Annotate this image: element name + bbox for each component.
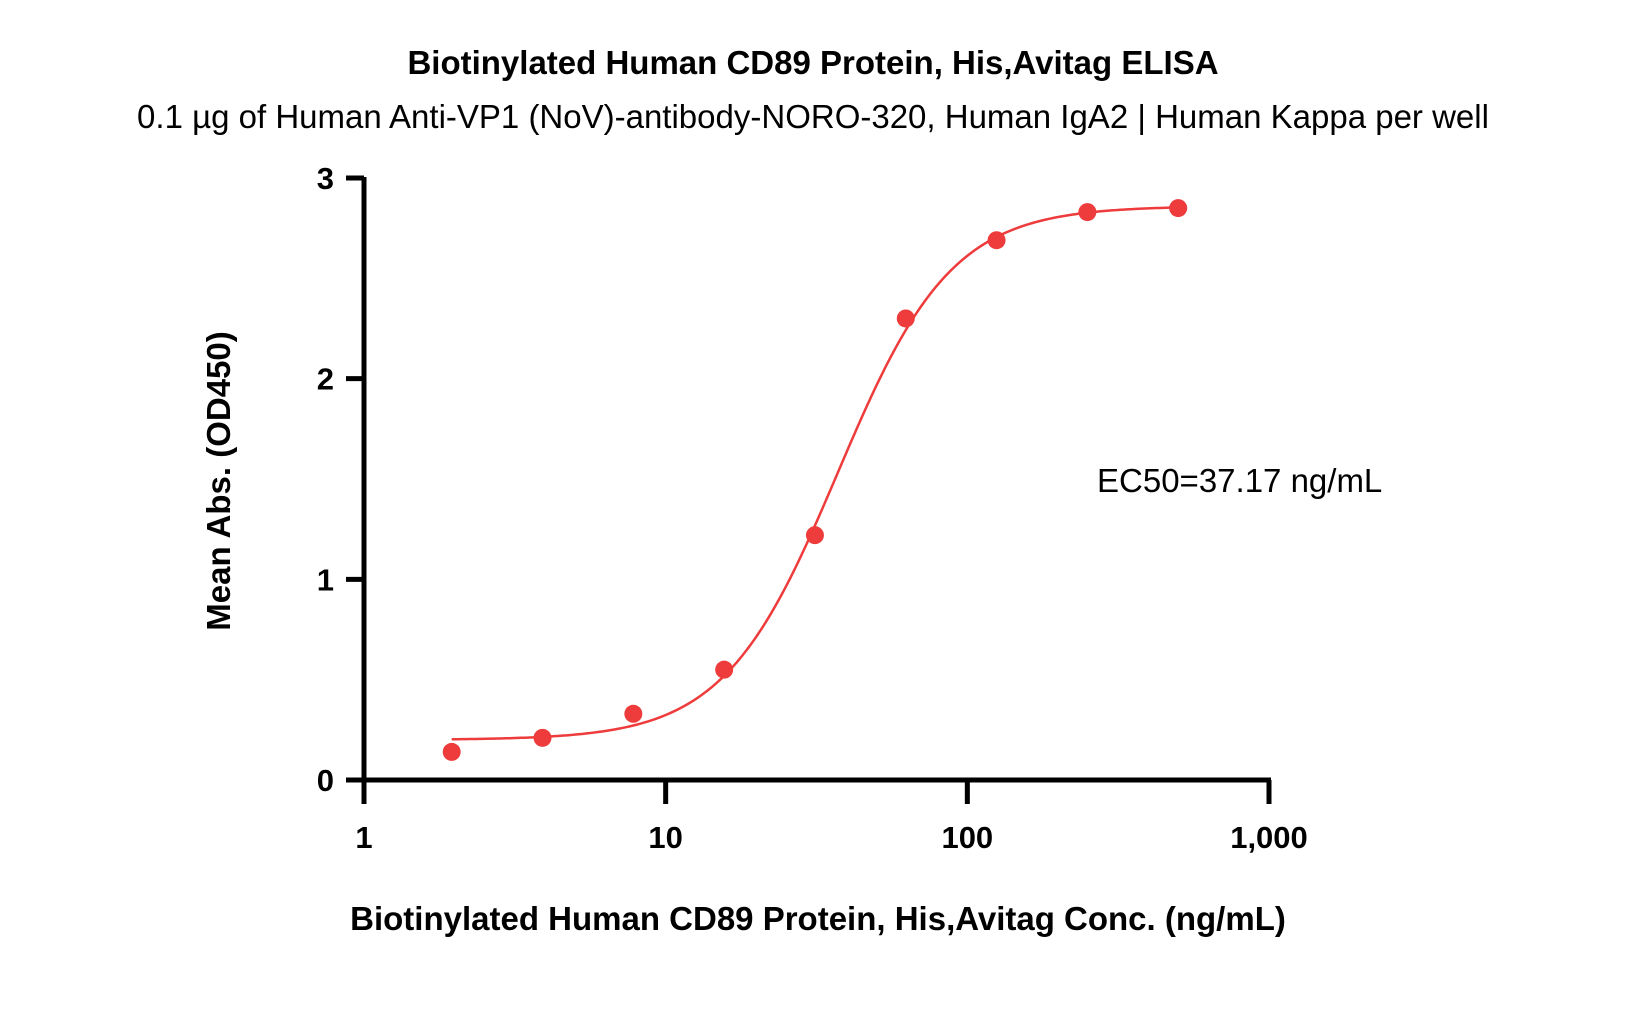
x-tick-label: 100 — [941, 820, 993, 855]
x-tick-label: 1,000 — [1230, 820, 1308, 855]
x-tick-label: 1 — [355, 820, 372, 855]
y-tick-label: 2 — [317, 362, 334, 397]
x-axis-title: Biotinylated Human CD89 Protein, His,Avi… — [350, 900, 1286, 937]
y-axis-title: Mean Abs. (OD450) — [200, 331, 237, 631]
data-point — [533, 728, 552, 747]
data-point — [805, 526, 824, 545]
data-point — [442, 742, 461, 761]
data-points — [442, 199, 1188, 761]
y-tick-label: 1 — [317, 562, 334, 597]
y-tick-label: 3 — [317, 161, 334, 196]
y-tick-label: 0 — [317, 763, 334, 798]
ec50-annotation: EC50=37.17 ng/mL — [1097, 462, 1382, 499]
data-point — [896, 309, 915, 328]
fit-curve-layer — [451, 206, 1179, 741]
fit-curve — [451, 206, 1179, 741]
data-point — [1169, 199, 1188, 218]
data-point — [624, 704, 643, 723]
data-point — [1078, 203, 1097, 222]
chart-subtitle: 0.1 µg of Human Anti-VP1 (NoV)-antibody-… — [137, 98, 1489, 135]
axes — [346, 175, 1272, 804]
chart-title: Biotinylated Human CD89 Protein, His,Avi… — [407, 44, 1219, 81]
data-point — [987, 231, 1006, 250]
x-tick-label: 10 — [648, 820, 682, 855]
data-point — [715, 660, 734, 679]
